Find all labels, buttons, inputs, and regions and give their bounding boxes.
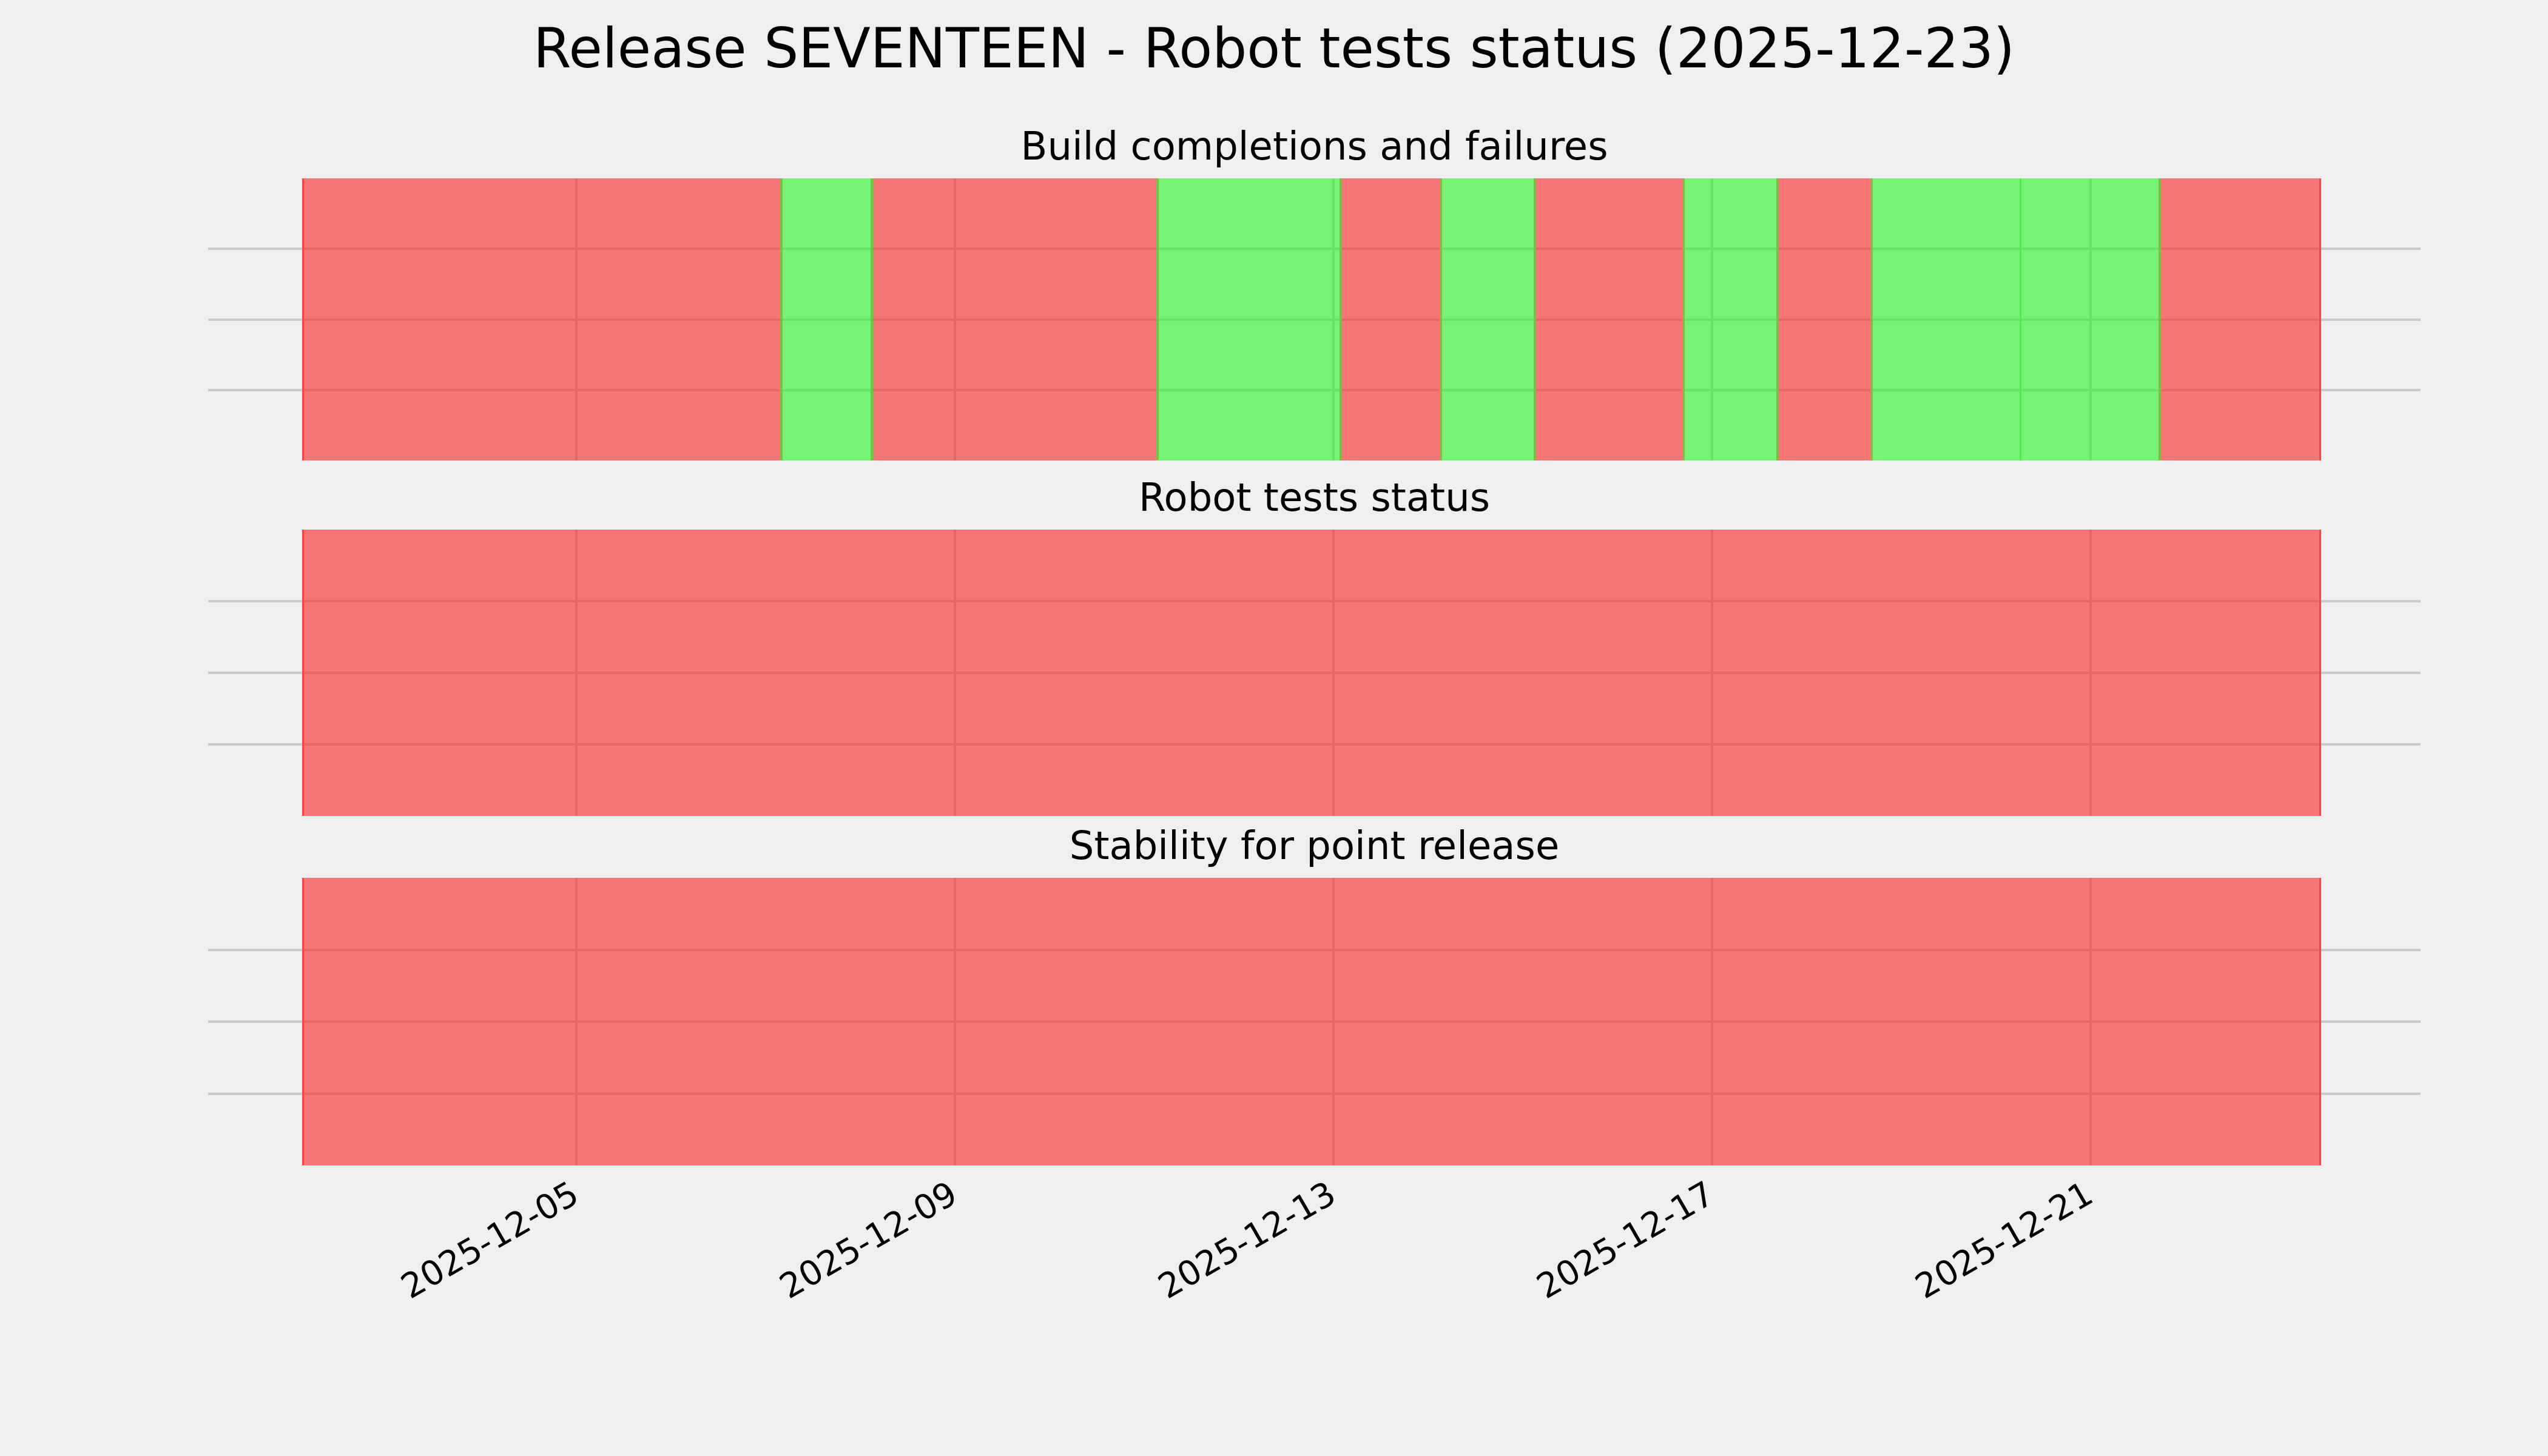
status-segment-pass xyxy=(781,178,872,460)
status-segment-fail xyxy=(872,178,1158,460)
status-segment-fail xyxy=(1778,178,1872,460)
bar-edge-line xyxy=(2319,178,2321,460)
status-bar-band xyxy=(302,530,2321,816)
segment-overlap-line xyxy=(1682,178,1685,460)
x-tick-label: 2025-12-09 xyxy=(773,1174,963,1306)
x-tick-label: 2025-12-21 xyxy=(1909,1174,2099,1306)
status-segment-fail xyxy=(2160,178,2321,460)
status-segment-pass xyxy=(1872,178,2160,460)
bar-edge-line xyxy=(302,530,304,816)
status-bar-band xyxy=(302,178,2321,460)
status-segment-fail xyxy=(302,878,2321,1165)
axes-robot-tests xyxy=(208,530,2421,816)
status-segment-fail xyxy=(1341,178,1441,460)
segment-overlap-line xyxy=(1440,178,1442,460)
figure: Release SEVENTEEN - Robot tests status (… xyxy=(0,0,2548,1456)
chart-title-robot-tests: Robot tests status xyxy=(208,467,2421,519)
chart-title-build-completions: Build completions and failures xyxy=(208,115,2421,167)
segment-overlap-line xyxy=(1534,178,1536,460)
segment-overlap-line xyxy=(2159,178,2161,460)
status-segment-pass xyxy=(1158,178,1341,460)
bar-edge-line xyxy=(2319,530,2321,816)
segment-overlap-line xyxy=(1870,178,1873,460)
bar-edge-line xyxy=(2319,878,2321,1165)
x-tick-label: 2025-12-13 xyxy=(1151,1174,1342,1306)
bar-edge-line xyxy=(302,878,304,1165)
status-bar-band xyxy=(302,878,2321,1165)
axes-stability xyxy=(208,878,2421,1165)
x-tick-label: 2025-12-05 xyxy=(394,1174,585,1306)
segment-overlap-line xyxy=(1340,178,1342,460)
status-segment-fail xyxy=(1535,178,1684,460)
status-segment-fail xyxy=(302,530,2321,816)
bar-edge-line xyxy=(302,178,304,460)
chart-title-stability: Stability for point release xyxy=(208,815,2421,867)
segment-overlap-line xyxy=(1776,178,1779,460)
figure-title: Release SEVENTEEN - Robot tests status (… xyxy=(0,16,2548,81)
status-segment-fail xyxy=(302,178,781,460)
x-tick-label: 2025-12-17 xyxy=(1530,1174,1721,1306)
status-segment-pass xyxy=(1441,178,1535,460)
axes-build-completions xyxy=(208,178,2421,460)
segment-overlap-line xyxy=(780,178,783,460)
segment-overlap-line xyxy=(1156,178,1159,460)
segment-overlap-line xyxy=(871,178,873,460)
status-segment-pass xyxy=(1684,178,1778,460)
segment-joint-line xyxy=(2020,178,2021,460)
